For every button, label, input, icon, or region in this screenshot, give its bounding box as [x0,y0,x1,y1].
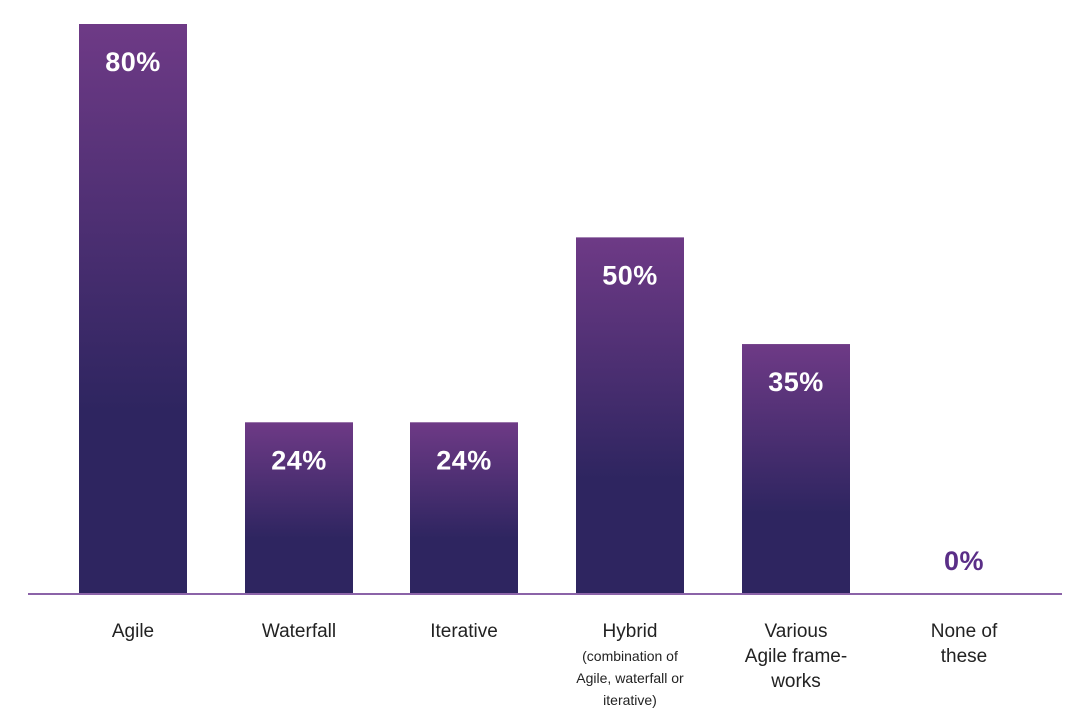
category-label-4-line-0: Various [764,621,827,642]
category-label-2-line-0: Iterative [430,621,498,642]
category-label-5-line-0: None of [931,621,998,642]
category-label-4-line-1: Agile frame- [745,646,847,667]
category-label-3-line-0: Hybrid [603,621,658,642]
bar-2 [410,422,518,593]
bar-value-label-2: 24% [436,445,492,475]
bar-1 [245,422,353,593]
bar-3 [576,237,684,593]
category-label-1-line-0: Waterfall [262,621,336,642]
category-label-0-line-0: Agile [112,621,154,642]
category-label-4-line-2: works [770,671,821,692]
category-sublabel-3-line-0: (combination of [582,648,678,664]
bar-4 [742,344,850,593]
bar-0 [79,24,187,593]
bars-layer [79,24,850,593]
bar-value-label-5: 0% [944,546,984,576]
bar-value-label-1: 24% [271,445,327,475]
bar-value-label-0: 80% [105,47,161,77]
bar-value-label-3: 50% [602,260,658,290]
category-sublabel-3-line-1: Agile, waterfall or [576,670,684,686]
labels-layer: 80% Agile 24% Waterfall 24% Iterative 50% Hybri… [105,47,998,708]
category-sublabel-3-line-2: iterative) [603,692,657,708]
category-label-5-line-1: these [941,646,987,667]
bar-value-label-4: 35% [768,367,824,397]
